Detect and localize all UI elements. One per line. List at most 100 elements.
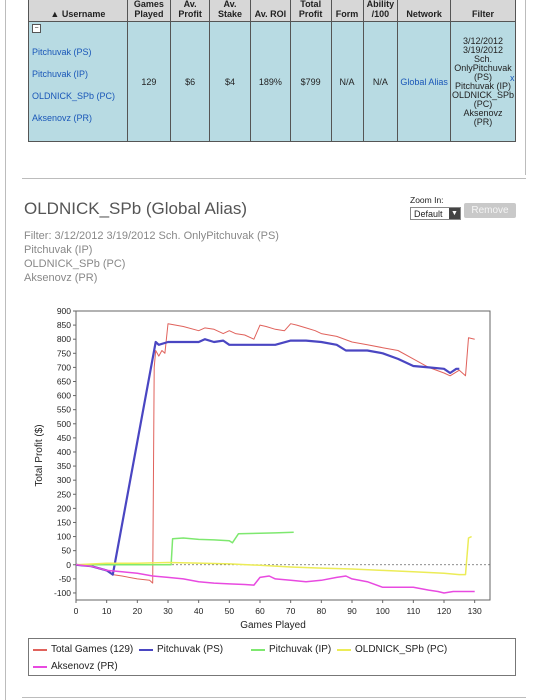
- y-tick-label: 850: [57, 320, 71, 330]
- games-played-value: 129: [126, 21, 172, 142]
- filter-description: Filter: 3/12/2012 3/19/2012 Sch. OnlyPit…: [24, 229, 279, 285]
- y-tick-label: 550: [57, 405, 71, 415]
- y-tick-label: 600: [57, 391, 71, 401]
- filter-cell: 3/12/2012 3/19/2012 Sch. OnlyPitchuvak (…: [449, 21, 517, 142]
- table-row: − Pitchuvak (PS) Pitchuvak (IP) OLDNICK_…: [28, 21, 517, 142]
- legend-item[interactable]: Total Games (129): [33, 644, 133, 655]
- bottom-divider: [22, 697, 526, 698]
- table-right-border: [525, 0, 526, 175]
- page-left-border: [5, 0, 6, 700]
- filter-line: Sch.: [473, 53, 492, 64]
- header-form[interactable]: Form: [330, 0, 364, 22]
- series-line-2: [76, 531, 294, 566]
- filter-line: OLDNICK_SPb: [451, 89, 514, 100]
- av-roi-value: 189%: [249, 21, 291, 142]
- y-tick-label: 750: [57, 348, 71, 358]
- filter-description-line: OLDNICK_SPb (PC): [24, 258, 126, 270]
- x-tick-label: 60: [255, 606, 265, 616]
- network-link[interactable]: Global Alias: [400, 76, 448, 87]
- y-tick-label: 300: [57, 475, 71, 485]
- remove-row-x-link[interactable]: x: [510, 73, 515, 83]
- x-axis-label: Games Played: [240, 620, 306, 631]
- y-tick-label: 350: [57, 461, 71, 471]
- av-stake-value: $4: [209, 21, 251, 142]
- legend-swatch: [33, 648, 47, 651]
- username-cell: − Pitchuvak (PS) Pitchuvak (IP) OLDNICK_…: [28, 21, 128, 142]
- filter-line: OnlyPitchuvak: [454, 62, 512, 73]
- legend-swatch: [337, 648, 351, 651]
- chart-legend: Total Games (129) Pitchuvak (PS) Pitchuvak…: [28, 638, 516, 676]
- x-tick-label: 50: [225, 606, 235, 616]
- zoom-select-value: Default: [414, 209, 443, 219]
- legend-swatch: [33, 665, 47, 668]
- legend-label: Aksenovz (PR): [51, 661, 118, 672]
- x-tick-label: 30: [163, 606, 173, 616]
- y-tick-label: -50: [59, 574, 72, 584]
- legend-item[interactable]: Pitchuvak (PS): [139, 644, 223, 655]
- plot-area: [75, 310, 491, 601]
- profit-chart: -100-50050100150200250300350400450500550…: [34, 306, 491, 631]
- chevron-down-icon: ▼: [449, 208, 460, 219]
- y-tick-label: -100: [54, 588, 71, 598]
- collapse-toggle[interactable]: −: [32, 24, 41, 33]
- av-profit-value: $6: [170, 21, 211, 142]
- series-line-4: [75, 564, 475, 594]
- zoom-label: Zoom In:: [410, 195, 444, 205]
- zoom-select[interactable]: Default ▼: [410, 207, 461, 220]
- section-divider: [22, 178, 526, 179]
- sort-up-arrow-icon: ▲: [50, 9, 60, 19]
- filter-line: (PR): [473, 116, 493, 127]
- results-table: ▲ Username Games Played Av. Profit Av. S…: [28, 0, 517, 142]
- user-link-aksenovz-pr[interactable]: Aksenovz (PR): [32, 113, 93, 123]
- filter-line: Pitchuvak (IP): [454, 80, 511, 91]
- y-tick-label: 900: [57, 306, 71, 316]
- x-tick-label: 100: [376, 606, 390, 616]
- filter-line: 3/19/2012: [462, 44, 503, 55]
- network-link-cell: Global Alias: [397, 21, 451, 142]
- user-link-pitchuvak-ps[interactable]: Pitchuvak (PS): [32, 47, 92, 57]
- x-tick-label: 70: [286, 606, 296, 616]
- legend-label: Pitchuvak (IP): [269, 644, 332, 655]
- header-total-profit[interactable]: Total Profit: [289, 0, 332, 22]
- header-games-played[interactable]: Games Played: [126, 0, 172, 22]
- y-tick-label: 50: [62, 546, 72, 556]
- series-line-1: [75, 338, 460, 576]
- x-tick-label: 120: [437, 606, 451, 616]
- x-tick-label: 80: [317, 606, 327, 616]
- y-tick-label: 250: [57, 489, 71, 499]
- legend-swatch: [251, 648, 265, 651]
- y-tick-label: 800: [57, 334, 71, 344]
- x-tick-label: 110: [407, 606, 421, 616]
- x-tick-label: 90: [347, 606, 357, 616]
- legend-label: Total Games (129): [51, 644, 134, 655]
- y-tick-label: 650: [57, 376, 71, 386]
- legend-swatch: [139, 648, 153, 651]
- y-tick-label: 400: [57, 447, 71, 457]
- y-tick-label: 150: [57, 517, 71, 527]
- legend-item[interactable]: Aksenovz (PR): [33, 661, 118, 672]
- ability-value: N/A: [362, 21, 399, 142]
- remove-button[interactable]: Remove: [464, 203, 516, 218]
- y-tick-label: 100: [57, 532, 71, 542]
- legend-label: OLDNICK_SPb (PC): [355, 644, 448, 655]
- form-value: N/A: [330, 21, 364, 142]
- header-network[interactable]: Network: [397, 0, 451, 22]
- y-axis-label: Total Profit ($): [34, 424, 45, 486]
- filter-line: (PS): [473, 71, 492, 82]
- legend-item[interactable]: OLDNICK_SPb (PC): [337, 644, 447, 655]
- filter-description-line: Aksenovz (PR): [24, 272, 98, 284]
- filter-line: (PC): [473, 98, 493, 109]
- legend-label: Pitchuvak (PS): [157, 644, 224, 655]
- y-tick-label: 500: [57, 419, 71, 429]
- filter-description-line: Pitchuvak (IP): [24, 244, 93, 256]
- series-line-0: [75, 323, 475, 584]
- header-ability[interactable]: Ability /100: [362, 0, 399, 22]
- filter-line: 3/12/2012: [462, 35, 503, 46]
- header-username[interactable]: ▲ Username: [28, 0, 128, 22]
- user-link-pitchuvak-ip[interactable]: Pitchuvak (IP): [32, 69, 89, 79]
- user-link-oldnick-spb-pc[interactable]: OLDNICK_SPb (PC): [32, 91, 116, 101]
- page-title: OLDNICK_SPb (Global Alias): [24, 199, 247, 218]
- total-profit-value: $799: [289, 21, 332, 142]
- y-tick-label: 0: [66, 560, 71, 570]
- legend-item[interactable]: Pitchuvak (IP): [251, 644, 331, 655]
